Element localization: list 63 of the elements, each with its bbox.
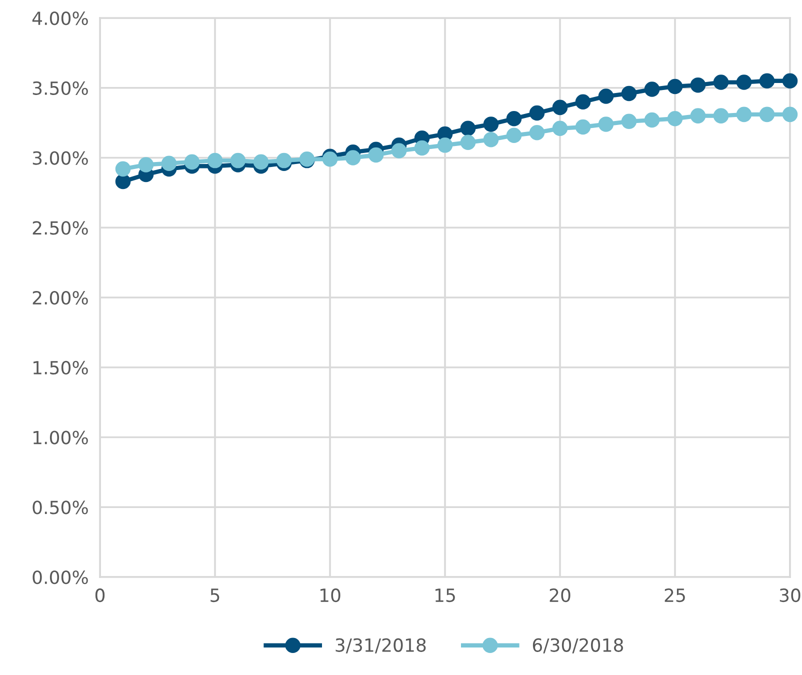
y-tick-label: 4.00% bbox=[32, 11, 88, 26]
point bbox=[759, 106, 775, 122]
point bbox=[138, 157, 154, 172]
point bbox=[207, 152, 223, 168]
point bbox=[690, 108, 706, 124]
y-tick-label: 2.50% bbox=[32, 221, 88, 235]
point bbox=[621, 86, 637, 102]
x-tick-label: 30 bbox=[780, 588, 800, 602]
point bbox=[644, 82, 660, 97]
y-tick-label: 3.00% bbox=[32, 151, 88, 165]
x-tick-label: 25 bbox=[664, 588, 685, 602]
point bbox=[575, 94, 591, 110]
point bbox=[368, 147, 384, 163]
point bbox=[506, 110, 522, 126]
point bbox=[598, 88, 614, 104]
point bbox=[552, 120, 568, 136]
y-tick-label: 1.50% bbox=[34, 360, 88, 374]
y-tick-label: 2.00% bbox=[32, 290, 88, 305]
point bbox=[529, 105, 545, 121]
legend-label: 3/31/2018 bbox=[336, 638, 426, 654]
point bbox=[736, 74, 752, 90]
point bbox=[575, 119, 591, 135]
point bbox=[276, 152, 292, 168]
point bbox=[184, 154, 200, 170]
point bbox=[644, 112, 660, 128]
point bbox=[414, 140, 430, 156]
point bbox=[322, 152, 338, 167]
x-tick-label: 5 bbox=[210, 588, 220, 602]
y-tick-label: 3.50% bbox=[32, 81, 88, 95]
point bbox=[667, 110, 683, 126]
point bbox=[115, 161, 131, 177]
point bbox=[713, 74, 729, 90]
x-tick-label: 10 bbox=[320, 588, 340, 602]
point bbox=[161, 156, 177, 171]
point bbox=[782, 106, 798, 122]
point bbox=[667, 78, 683, 94]
y-tick-label: 0.00% bbox=[32, 570, 88, 584]
y-tick-label: 1.00% bbox=[34, 430, 88, 444]
legend-label: 6/30/2018 bbox=[532, 638, 624, 654]
point bbox=[483, 132, 499, 148]
point bbox=[736, 106, 752, 122]
point bbox=[230, 152, 246, 168]
point bbox=[437, 138, 453, 153]
point bbox=[552, 100, 568, 116]
point bbox=[598, 116, 614, 132]
y-tick-label: 0.50% bbox=[32, 500, 88, 514]
point bbox=[690, 77, 706, 93]
point bbox=[483, 116, 499, 132]
point bbox=[529, 124, 545, 140]
point bbox=[115, 174, 131, 190]
x-tick-label: 0 bbox=[95, 588, 105, 602]
point bbox=[345, 150, 361, 166]
x-tick-label: 20 bbox=[550, 588, 570, 602]
point bbox=[460, 134, 476, 150]
point bbox=[759, 73, 775, 89]
point bbox=[713, 108, 729, 124]
point bbox=[460, 120, 476, 136]
point bbox=[253, 154, 269, 170]
x-tick-label: 15 bbox=[435, 588, 455, 602]
point bbox=[506, 128, 522, 144]
point bbox=[391, 143, 407, 158]
point bbox=[782, 73, 798, 89]
point bbox=[621, 114, 637, 130]
